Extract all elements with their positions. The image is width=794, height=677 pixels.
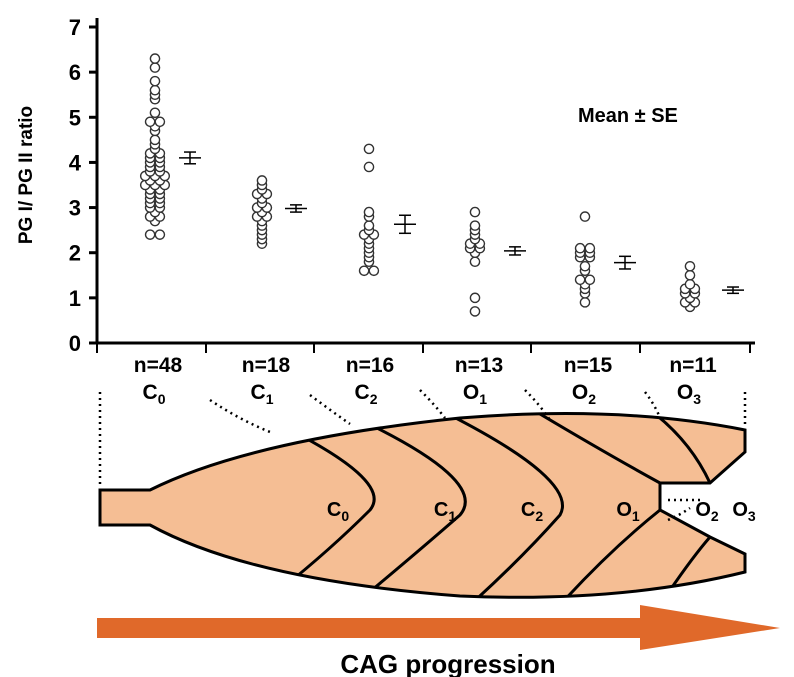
boundary-c0-c1 xyxy=(269,418,376,592)
y-tick-label: 7 xyxy=(69,15,81,40)
data-point xyxy=(363,161,375,173)
group-stage-label: C0 xyxy=(143,381,166,407)
stage-label: C1 xyxy=(434,499,456,524)
group-n-label: n=18 xyxy=(242,354,291,377)
data-point xyxy=(154,229,166,240)
group-n-label: n=13 xyxy=(455,354,503,377)
stage-label: C2 xyxy=(521,499,543,524)
stomach-shape xyxy=(98,412,747,599)
data-point xyxy=(144,116,156,128)
data-point xyxy=(149,53,161,64)
x-ticks xyxy=(96,343,751,353)
data-point xyxy=(363,206,375,218)
stage-label: O2 xyxy=(695,499,719,524)
data-point xyxy=(358,265,370,277)
y-tick-label: 2 xyxy=(69,241,81,266)
progression-arrow: CAG progression xyxy=(97,605,780,677)
group-n-label: n=16 xyxy=(346,354,394,377)
boundary-o1-o2 xyxy=(524,413,661,485)
dotted-guides xyxy=(98,389,747,522)
data-point xyxy=(149,134,161,146)
group-stage-label: O3 xyxy=(677,381,701,407)
data-point xyxy=(144,229,156,240)
arrow-shape xyxy=(97,605,780,650)
data-point xyxy=(574,242,586,254)
boundary-c2-o1 xyxy=(439,413,564,598)
y-tick-label: 4 xyxy=(69,150,82,175)
group-stage-label: O2 xyxy=(572,381,596,407)
data-point xyxy=(684,279,696,290)
stage-label: O1 xyxy=(616,499,640,524)
group-labels: n=48 C0 n=18 C1 n=16 C2 n=13 O1 n=15 O2 n=11 O3 xyxy=(134,354,717,407)
data-point xyxy=(584,242,596,254)
data-point xyxy=(469,292,481,304)
y-ticks: 0 1 2 3 4 5 6 7 xyxy=(69,15,97,356)
stomach-diagram: C0 C1 C2 O1 O2 O3 xyxy=(98,389,756,599)
y-tick-label: 6 xyxy=(69,60,81,85)
arrow-label: CAG progression xyxy=(340,649,555,677)
data-point xyxy=(579,297,591,308)
y-tick-label: 1 xyxy=(69,286,81,311)
data-point xyxy=(363,143,375,155)
group-n-label: n=11 xyxy=(669,354,717,377)
data-point xyxy=(149,62,161,73)
data-point xyxy=(579,211,591,222)
data-point xyxy=(684,269,696,281)
group-stage-label: C1 xyxy=(251,381,274,407)
y-axis-label: PG I/ PG II ratio xyxy=(16,106,37,244)
data-point xyxy=(584,274,596,286)
stage-label: O3 xyxy=(732,499,756,524)
y-tick-label: 0 xyxy=(69,331,81,356)
data-points xyxy=(139,53,701,317)
stage-label: C0 xyxy=(327,499,349,524)
data-point xyxy=(574,274,586,286)
data-point xyxy=(256,175,268,186)
data-point xyxy=(149,75,161,87)
mean-se-bars xyxy=(179,151,744,295)
data-point xyxy=(149,107,161,119)
data-point xyxy=(469,206,481,218)
data-point xyxy=(149,84,161,96)
data-point xyxy=(363,220,375,231)
scatter-chart: PG I/ PG II ratio 0 1 2 3 4 5 6 7 Mean ± SE n=4… xyxy=(16,15,755,407)
y-tick-label: 5 xyxy=(69,105,81,130)
group-n-label: n=15 xyxy=(564,354,613,377)
boundary-c1-c2 xyxy=(349,413,467,598)
data-point xyxy=(684,260,696,272)
boundary-o1-o2-lower xyxy=(558,508,661,598)
mean-se-annotation: Mean ± SE xyxy=(578,105,678,127)
data-point xyxy=(469,306,481,317)
group-stage-label: O1 xyxy=(463,381,487,407)
stage-labels: C0 C1 C2 O1 O2 O3 xyxy=(327,499,756,524)
data-point xyxy=(469,220,481,231)
group-n-label: n=48 xyxy=(134,354,183,377)
data-point xyxy=(154,116,166,128)
group-stage-label: C2 xyxy=(355,381,378,407)
data-point xyxy=(469,256,481,268)
data-point xyxy=(368,265,380,277)
y-tick-label: 3 xyxy=(69,196,81,221)
data-point xyxy=(579,260,591,272)
